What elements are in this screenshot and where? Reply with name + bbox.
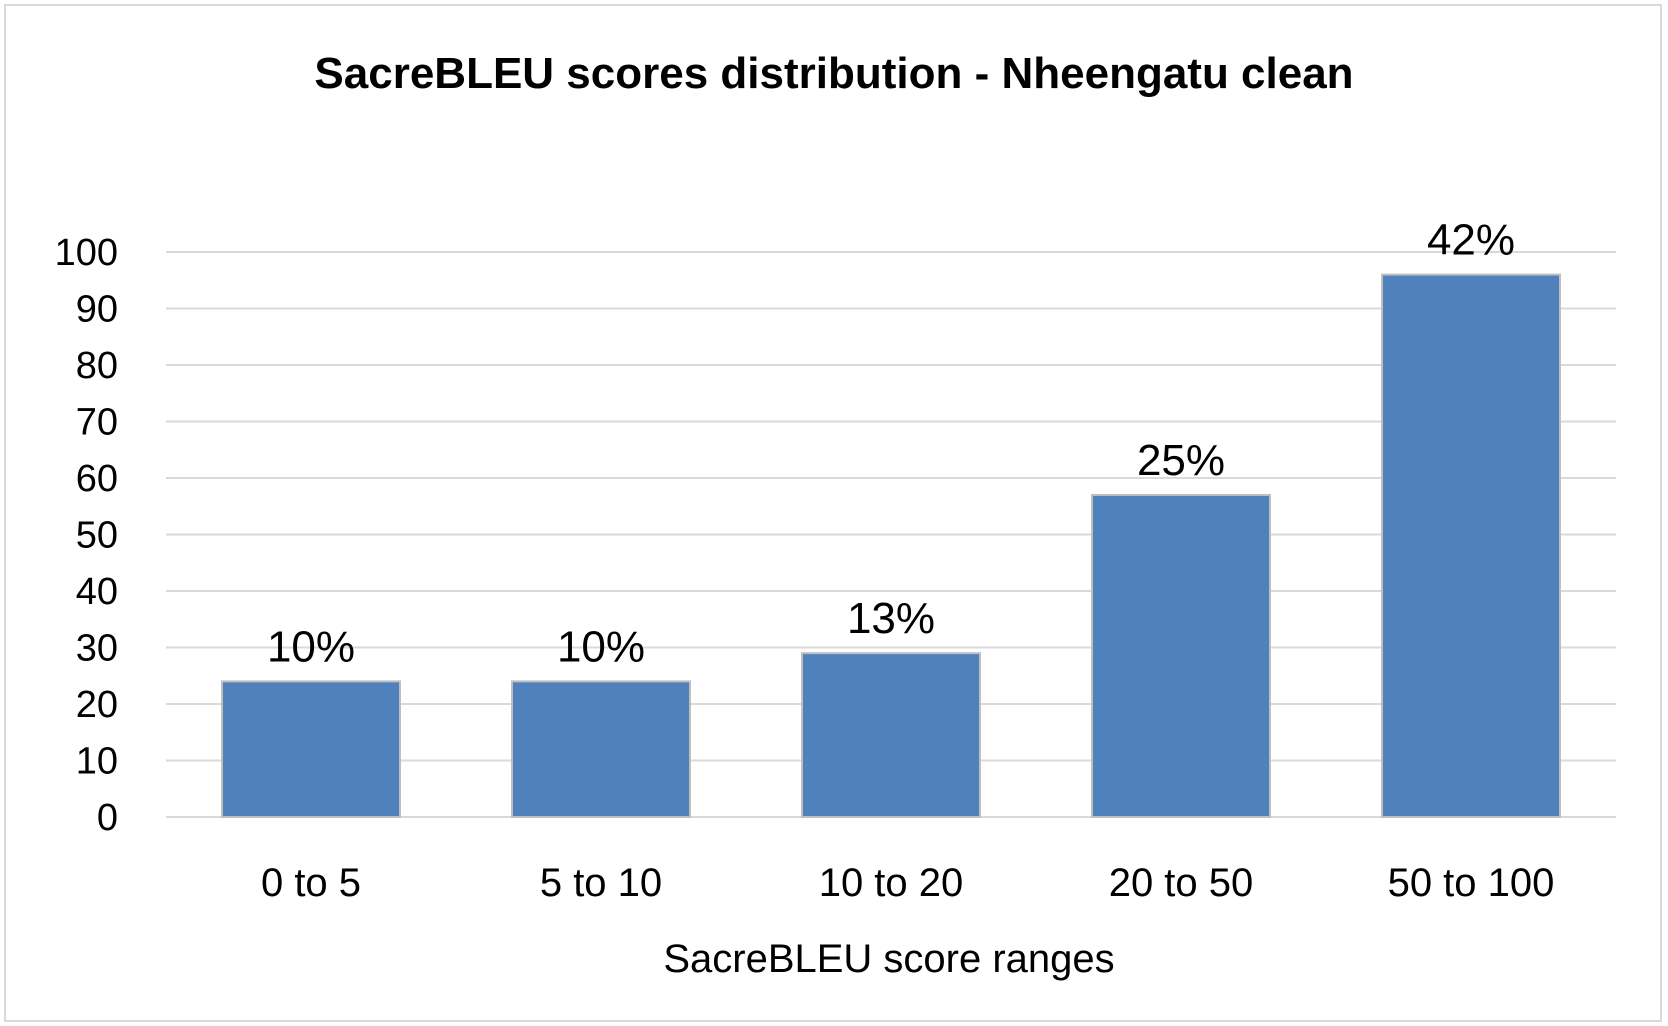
y-tick-label: 100: [55, 232, 118, 274]
x-tick-label: 50 to 100: [1388, 861, 1555, 905]
gridlines: [166, 251, 1616, 818]
data-label: 10%: [267, 622, 355, 671]
x-tick-label: 20 to 50: [1109, 861, 1254, 905]
bar: [221, 680, 401, 819]
bar: [1381, 273, 1561, 819]
x-axis-ticks: 0 to 5 5 to 10 10 to 20 20 to 50 50 to 100: [261, 861, 1554, 905]
bar: [801, 652, 981, 819]
y-tick-label: 60: [76, 458, 118, 500]
data-label: 13%: [847, 594, 935, 643]
y-tick-label: 30: [76, 628, 118, 670]
y-tick-label: 40: [76, 571, 118, 613]
data-label: 10%: [557, 622, 645, 671]
y-tick-label: 70: [76, 402, 118, 444]
chart-title: SacreBLEU scores distribution - Nheengat…: [314, 49, 1353, 98]
y-tick-label: 10: [76, 741, 118, 783]
x-tick-label: 10 to 20: [819, 861, 964, 905]
data-label: 42%: [1427, 216, 1515, 265]
bars: [221, 273, 1561, 819]
y-tick-label: 50: [76, 515, 118, 557]
y-tick-label: 20: [76, 684, 118, 726]
x-tick-label: 0 to 5: [261, 861, 361, 905]
x-axis-label: SacreBLEU score ranges: [663, 937, 1114, 981]
y-axis-ticks: 0 10 20 30 40 50 60 70 80 90 100: [55, 232, 118, 839]
bar: [1091, 493, 1271, 818]
data-label: 25%: [1137, 436, 1225, 485]
y-tick-label: 80: [76, 345, 118, 387]
x-tick-label: 5 to 10: [540, 861, 662, 905]
data-labels: 10% 10% 13% 25% 42%: [267, 216, 1515, 672]
bar: [511, 680, 691, 819]
y-tick-label: 90: [76, 289, 118, 331]
y-tick-label: 0: [97, 797, 118, 839]
